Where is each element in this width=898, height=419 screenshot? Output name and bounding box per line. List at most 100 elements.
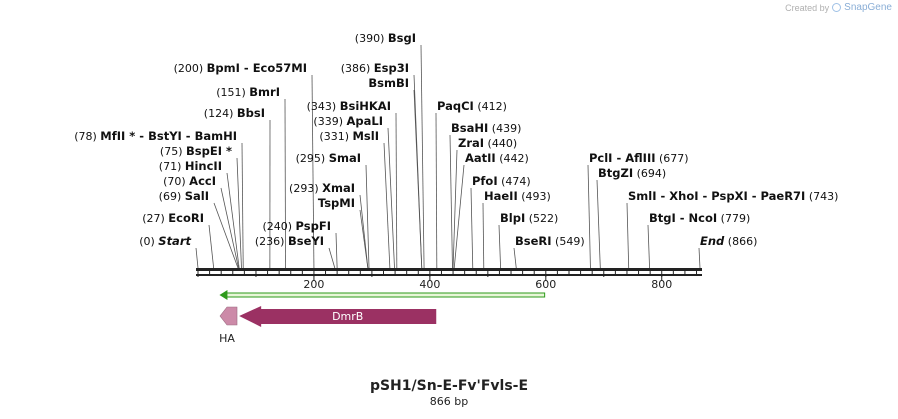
site-position: (200) [174,62,207,75]
site-label-bseri: BseRI (549) [515,234,585,248]
site-name: EcoRI [168,211,204,225]
site-position: (124) [204,107,237,120]
site-name: PfoI [472,174,498,188]
site-label-hincii: (71) HincII [159,159,222,173]
site-label-bbsi: (124) BbsI [204,106,265,120]
site-position: (70) [163,175,189,188]
site-label-mfii-bstyi-bamhi: (78) MfII * - BstYI - BamHI [74,129,237,143]
site-name: BseYI [288,234,324,248]
site-connector-line [470,187,474,269]
site-position: (390) [355,32,388,45]
site-connector-line [387,127,395,269]
site-position: (69) [159,190,185,203]
site-position: (474) [498,175,531,188]
site-connector-line [284,98,286,269]
ruler-tick-label: 600 [535,278,556,291]
site-name: XmaI [322,181,355,195]
site-label-btgi-ncoi: BtgI - NcoI (779) [649,211,750,225]
site-label-btgzi: BtgZI (694) [598,166,666,180]
site-connector-line [213,202,239,269]
site-connector-line [453,164,465,269]
site-connector-line [413,89,423,269]
site-name: BtgZI [598,166,633,180]
site-name: BsiHKAI [340,99,391,113]
site-label-esp3i: (386) Esp3I [341,61,409,75]
site-label-bpmi-eco57mi: (200) BpmI - Eco57MI [174,61,307,75]
site-name: BseRI [515,234,552,248]
site-position: (386) [341,62,374,75]
site-name: BspEI * [186,144,232,158]
site-name: MslI [352,129,379,143]
site-connector-line [195,247,199,269]
site-label-smai: (295) SmaI [296,151,361,165]
credit-brand: SnapGene [844,2,892,13]
ruler-tick-label: 800 [651,278,672,291]
site-connector-line [482,202,485,269]
site-name: ZraI [458,136,484,150]
site-name: PaqCI [437,99,474,113]
site-position: (331) [319,130,352,143]
site-label-zrai: ZraI (440) [458,136,517,150]
site-connector-line [420,44,425,269]
site-name: Start [158,234,191,248]
site-position: (442) [496,152,529,165]
site-name: Esp3I [374,61,409,75]
site-connector-line [365,164,370,269]
site-position: (866) [724,235,757,248]
site-label-pcli-afliii: PclI - AflIII (677) [589,151,689,165]
feature-dmrb-arrow [239,306,437,327]
primer-arrowhead [219,290,228,300]
site-label-paqci: PaqCI (412) [437,99,507,113]
site-position: (743) [805,190,838,203]
site-name: AccI [189,174,216,188]
site-label-bsahi: BsaHI (439) [451,121,521,135]
feature-ha-arrow [219,306,238,326]
site-label-pfoi: PfoI (474) [472,174,531,188]
site-label-haeii: HaeII (493) [484,189,551,203]
site-label-acci: (70) AccI [163,174,216,188]
ruler-bottom-strand [196,274,702,276]
site-position: (339) [313,115,346,128]
site-connector-line [513,247,517,269]
site-name: ApaLI [347,114,384,128]
site-name: PclI - AflIII [589,151,656,165]
site-position: (779) [717,212,750,225]
sequence-ruler: 200 400 600 800 [196,268,702,291]
site-connector-lines [195,44,701,269]
site-label-bseyi: (236) BseYI [255,234,324,248]
site-label-bsihkai: (343) BsiHKAI [307,99,391,113]
site-connector-line [647,224,650,269]
map-title-block: pSH1/Sn-E-Fv'Fvls-E 866 bp [0,378,898,408]
feature-dmrb-label: DmrB [332,310,363,323]
site-position: (27) [142,212,168,225]
map-title: pSH1/Sn-E-Fv'Fvls-E [369,378,529,394]
site-name: BsgI [388,31,416,45]
site-position: (522) [525,212,558,225]
site-position: (293) [289,182,322,195]
site-position: (440) [484,137,517,150]
site-labels: (0) Start(27) EcoRI(69) SalI(70) AccI(71… [74,31,838,248]
site-position: (343) [307,100,340,113]
feature-arrows: DmrB HA [219,306,437,345]
snapgene-credit: Created by SnapGene [785,2,892,13]
site-name: AatII [465,151,496,165]
site-connector-line [498,224,501,269]
site-name: SmaI [329,151,361,165]
site-position: (694) [633,167,666,180]
site-name: BbsI [237,106,265,120]
site-label-pspfi: (240) PspFI [262,219,331,233]
site-name: BsmBI [368,76,409,90]
map-size: 866 bp [429,395,469,408]
primer-body [224,292,546,298]
site-name: TspMI [318,196,355,210]
ruler-top-strand [196,268,702,271]
ruler-tick-label: 400 [419,278,440,291]
site-name: BlpI [500,211,525,225]
site-connector-line [395,112,398,269]
site-connector-line [596,179,601,269]
site-label-end: End (866) [700,234,757,248]
site-name: SmlI - XhoI - PspXI - PaeR7I [628,189,805,203]
site-position: (71) [159,160,185,173]
site-connector-line [335,232,338,269]
site-label-tspmi: TspMI [318,196,355,210]
